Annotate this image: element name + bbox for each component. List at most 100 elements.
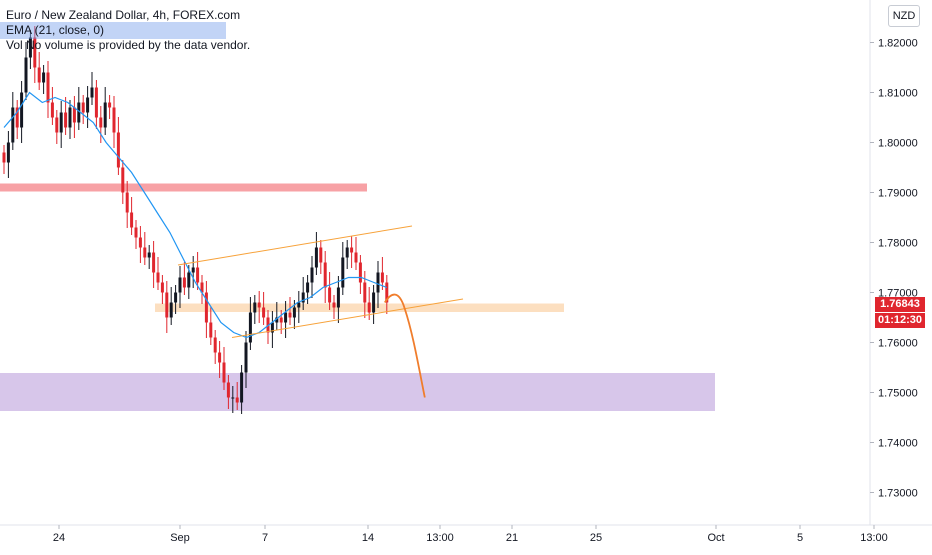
- chart-legend: Euro / New Zealand Dollar, 4h, FOREX.com…: [0, 8, 251, 53]
- candle-body-79: [350, 247, 354, 253]
- zone-rect-1: [155, 303, 564, 312]
- candle-58: [257, 291, 261, 323]
- zone-rect-2: [0, 373, 715, 411]
- candle-45: [200, 275, 204, 304]
- candle-body-73: [323, 262, 327, 288]
- candle-1: [6, 131, 10, 178]
- candle-75: [332, 295, 336, 319]
- candle-40: [178, 266, 182, 308]
- candle-19: [86, 86, 90, 128]
- candle-26: [116, 117, 120, 175]
- candle-5: [24, 42, 28, 100]
- candle-body-42: [187, 272, 191, 288]
- ema-indicator-label[interactable]: EMA (21, close, 0): [6, 23, 105, 37]
- candle-78: [345, 240, 349, 269]
- x-tick-label-9: 13:00: [860, 532, 888, 544]
- candle-6: [28, 30, 32, 69]
- candle-10: [46, 61, 50, 118]
- candle-body-9: [42, 72, 46, 83]
- y-tick-label-7: 1.75000: [878, 388, 918, 400]
- candle-body-16: [72, 107, 76, 123]
- candle-32: [143, 232, 147, 265]
- last-price-tag: 1.76843: [875, 297, 925, 312]
- candle-body-54: [240, 372, 244, 403]
- candle-39: [174, 285, 178, 314]
- candle-body-57: [253, 302, 257, 313]
- candle-29: [130, 197, 134, 235]
- candle-body-1: [6, 142, 10, 163]
- y-tick-label-5: 1.77000: [878, 288, 918, 300]
- candle-body-5: [24, 57, 28, 93]
- candle-body-39: [174, 292, 178, 303]
- candle-50: [222, 347, 226, 390]
- candle-70: [310, 256, 314, 298]
- candle-body-74: [328, 287, 332, 303]
- candle-body-48: [213, 337, 217, 353]
- candle-body-27: [121, 167, 125, 193]
- channel-lower-line: [231, 298, 464, 338]
- candle-31: [138, 226, 142, 263]
- candle-body-38: [169, 302, 173, 318]
- candle-body-4: [20, 92, 24, 128]
- candle-73: [323, 251, 327, 303]
- x-tick-label-1: Sep: [170, 532, 190, 544]
- candle-body-30: [134, 227, 138, 238]
- y-tick-label-1: 1.81000: [878, 88, 918, 100]
- candle-28: [125, 181, 129, 228]
- candle-12: [55, 110, 59, 144]
- candle-67: [297, 291, 301, 323]
- candle-55: [244, 331, 248, 388]
- volume-note[interactable]: Vol No volume is provided by the data ve…: [6, 38, 251, 52]
- x-tick-label-3: 14: [362, 532, 374, 544]
- candle-8: [37, 52, 41, 90]
- candle-body-49: [218, 352, 222, 363]
- candle-53: [235, 382, 239, 410]
- countdown-tag: 01:12:30: [875, 313, 925, 328]
- candle-20: [90, 72, 94, 105]
- candle-22: [99, 106, 103, 143]
- candle-21: [94, 80, 98, 129]
- y-tick-label-3: 1.79000: [878, 188, 918, 200]
- candle-36: [160, 275, 164, 304]
- candle-38: [169, 287, 173, 325]
- candle-body-82: [363, 282, 367, 303]
- candle-47: [209, 307, 213, 345]
- candle-51: [226, 375, 230, 409]
- candle-63: [279, 310, 283, 334]
- ema-line: [3, 91, 388, 339]
- candle-body-32: [143, 247, 147, 258]
- candle-body-34: [152, 252, 156, 273]
- candle-34: [152, 241, 156, 288]
- candle-77: [341, 242, 345, 295]
- candle-body-7: [33, 37, 37, 68]
- candle-body-44: [196, 267, 200, 283]
- currency-button[interactable]: NZD: [888, 5, 920, 27]
- candle-body-69: [306, 282, 310, 293]
- candle-body-43: [191, 267, 195, 273]
- candle-79: [350, 236, 354, 268]
- symbol-title[interactable]: Euro / New Zealand Dollar, 4h, FOREX.com: [6, 8, 241, 22]
- y-tick-label-2: 1.80000: [878, 138, 918, 150]
- candle-body-62: [275, 317, 279, 323]
- candle-56: [248, 297, 252, 350]
- candle-body-21: [94, 87, 98, 118]
- candle-69: [306, 275, 310, 304]
- candle-body-63: [279, 317, 283, 323]
- candle-body-70: [310, 267, 314, 283]
- candle-body-3: [15, 107, 19, 128]
- candle-body-84: [372, 292, 376, 313]
- y-tick-label-8: 1.74000: [878, 438, 918, 450]
- candle-52: [231, 386, 235, 413]
- candle-body-52: [231, 397, 235, 399]
- projection-curve: [384, 293, 426, 398]
- candle-body-59: [262, 307, 266, 318]
- candle-14: [64, 97, 68, 135]
- candle-43: [191, 256, 195, 288]
- candle-body-24: [108, 102, 112, 108]
- candle-body-55: [244, 342, 248, 373]
- candle-11: [50, 87, 54, 125]
- candle-71: [314, 232, 318, 275]
- candle-body-20: [90, 87, 94, 98]
